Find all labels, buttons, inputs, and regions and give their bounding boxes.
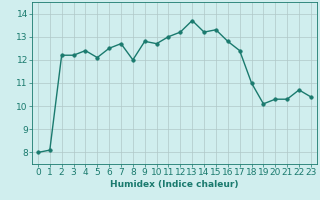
- X-axis label: Humidex (Indice chaleur): Humidex (Indice chaleur): [110, 180, 239, 189]
